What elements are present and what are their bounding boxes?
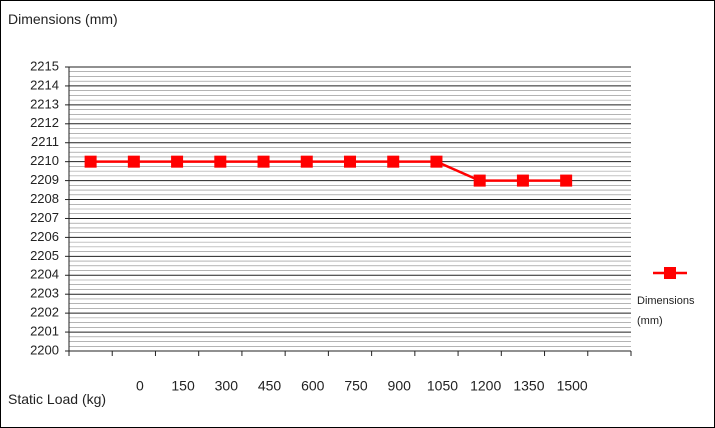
y-tick-label: 2210: [30, 153, 59, 168]
y-tick-label: 2213: [30, 96, 59, 111]
data-point: [344, 155, 356, 168]
legend-marker: [664, 267, 676, 279]
y-tick-label: 2211: [31, 134, 59, 149]
x-tick-label: 750: [344, 378, 368, 394]
data-point: [387, 155, 400, 168]
x-tick-label: 1350: [513, 378, 544, 394]
x-tick-label: 1050: [427, 378, 458, 394]
data-point: [473, 174, 486, 187]
y-tick-label: 2201: [30, 324, 59, 339]
chart-title: Dimensions (mm): [8, 11, 118, 27]
x-tick-label: 1500: [557, 378, 588, 394]
data-point: [430, 155, 443, 168]
y-tick-label: 2205: [30, 248, 59, 263]
series-line: [90, 160, 567, 182]
y-tick-label: 2214: [30, 77, 59, 92]
y-tick-label: 2204: [30, 267, 59, 282]
y-tick-label: 2206: [30, 229, 59, 244]
data-point: [127, 155, 140, 168]
y-tick-label: 2200: [30, 342, 59, 357]
x-tick-label: 450: [258, 378, 282, 394]
x-tick-label: 0: [136, 378, 144, 394]
data-point: [84, 155, 97, 168]
legend-label: Dimensions (mm): [637, 295, 695, 327]
x-tick-label: 1200: [470, 378, 501, 394]
x-axis-label: Static Load (kg): [8, 391, 107, 407]
y-tick-label: 2207: [30, 210, 59, 225]
y-tick-label: 2215: [30, 58, 59, 73]
x-tick-label: 600: [301, 378, 325, 394]
data-point: [214, 155, 227, 168]
y-tick-label: 2202: [30, 305, 59, 320]
y-tick-label: 2208: [30, 191, 59, 206]
data-point: [516, 174, 529, 187]
y-tick-label: 2203: [30, 286, 59, 301]
x-tick-label: 900: [388, 378, 412, 394]
y-tick-label: 2212: [30, 115, 59, 130]
data-point: [560, 174, 573, 187]
data-point: [171, 155, 184, 168]
x-tick-label: 300: [215, 378, 239, 394]
y-tick-label: 2209: [30, 172, 59, 187]
data-point: [300, 155, 313, 168]
x-tick-label: 150: [171, 378, 195, 394]
data-point: [257, 155, 270, 168]
